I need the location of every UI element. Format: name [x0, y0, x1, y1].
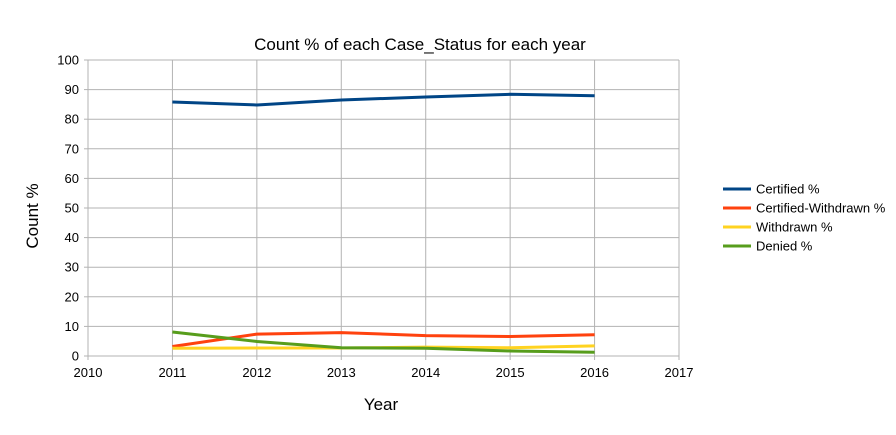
y-tick-label: 70: [65, 141, 79, 156]
legend-label: Withdrawn %: [756, 220, 833, 235]
y-axis-title: Count %: [23, 183, 42, 248]
x-tick-label: 2015: [496, 365, 525, 380]
x-tick-label: 2014: [411, 365, 440, 380]
y-tick-label: 90: [65, 82, 79, 97]
axes: 0 10 20 30 40 50 60 70 80 90 100 2010 2011 2012 2013 20…: [57, 53, 693, 381]
y-tick-label: 20: [65, 289, 79, 304]
y-tick-label: 10: [65, 319, 79, 334]
x-tick-label: 2010: [74, 365, 103, 380]
series-line-3: [172, 330, 595, 354]
y-tick-label: 30: [65, 260, 79, 275]
y-tick-label: 40: [65, 230, 79, 245]
x-tick-label: 2013: [327, 365, 356, 380]
legend-label: Certified-Withdrawn %: [756, 201, 886, 216]
y-tick-label: 100: [57, 53, 79, 68]
grid: [87, 59, 680, 357]
series-line-1: [172, 331, 595, 348]
x-axis-title: Year: [364, 395, 399, 414]
x-tick-label: 2016: [580, 365, 609, 380]
y-tick-label: 0: [72, 349, 79, 364]
x-tick-label: 2011: [158, 365, 186, 380]
legend-label: Certified %: [756, 182, 820, 197]
x-tick-label: 2017: [665, 365, 694, 380]
series-line-0: [172, 92, 595, 107]
y-tick-label: 60: [65, 171, 79, 186]
y-tick-label: 80: [65, 112, 79, 127]
x-tick-label: 2012: [242, 365, 271, 380]
y-tick-label: 50: [65, 201, 79, 216]
legend: Certified % Certified-Withdrawn % Withdraw…: [723, 182, 886, 254]
legend-label: Denied %: [756, 239, 813, 254]
chart-title: Count % of each Case_Status for each yea…: [254, 35, 586, 54]
series-lines: [172, 92, 595, 354]
